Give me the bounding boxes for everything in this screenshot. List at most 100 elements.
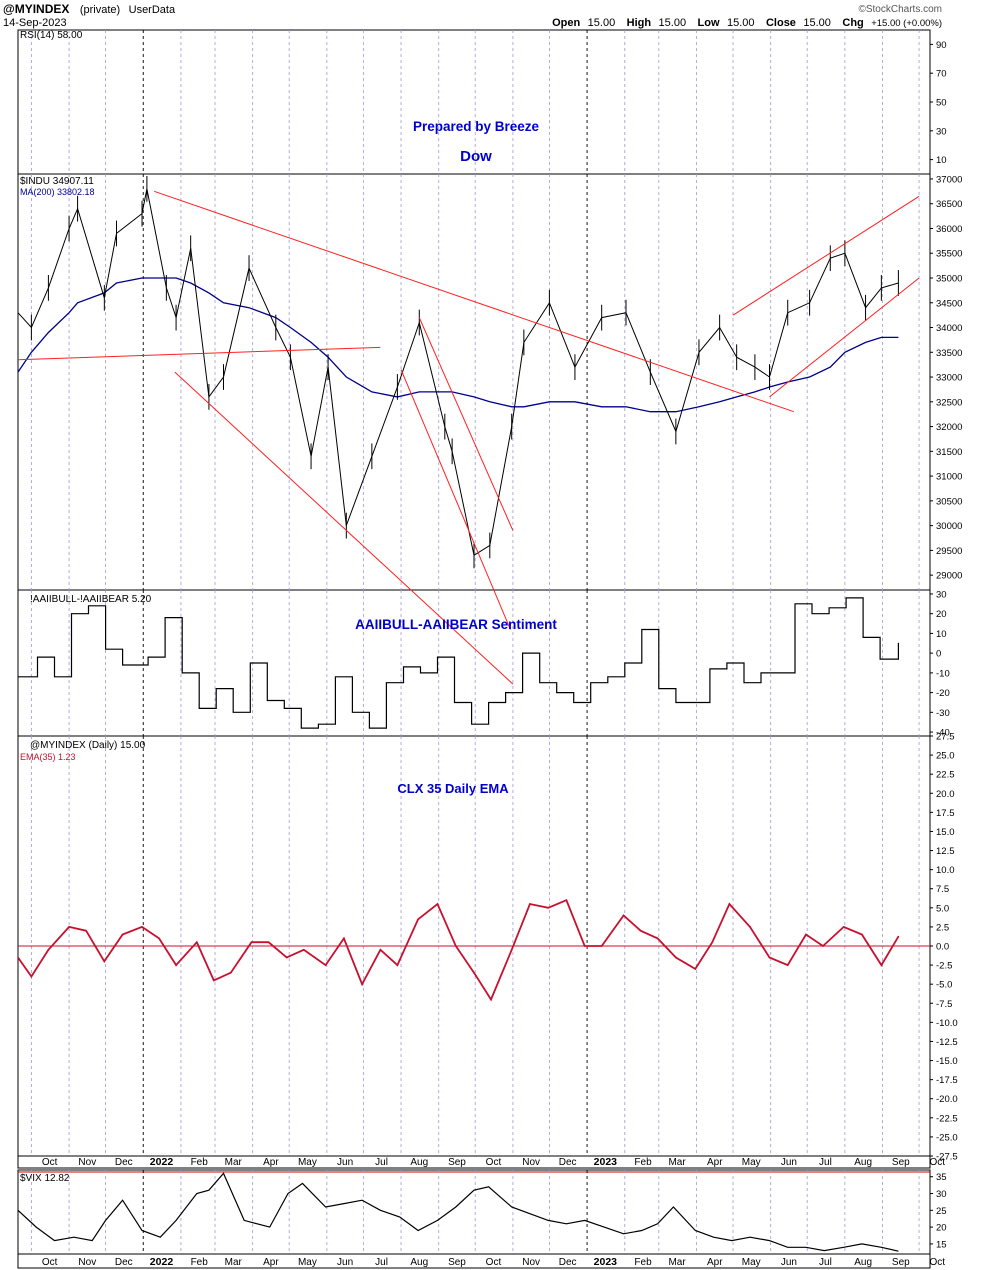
month-label: Dec [115, 1157, 133, 1168]
month-label: Dec [559, 1257, 577, 1268]
month-label: Dec [115, 1257, 133, 1268]
symbol-label: @MYINDEX [3, 2, 69, 16]
ema-point [85, 929, 87, 932]
month-label: May [742, 1257, 761, 1268]
vix-tick-label: 15 [936, 1239, 947, 1250]
month-label: Oct [42, 1157, 58, 1168]
mode-label: (private) [80, 4, 120, 16]
ema-point [805, 933, 807, 936]
ema-value-legend-text: EMA(35) 1.23 [20, 752, 76, 762]
price-tick-label: 37000 [936, 174, 962, 185]
month-label: Oct [930, 1157, 946, 1168]
ohlc-chg-label: Chg [842, 17, 863, 29]
ema-tick-label: 12.5 [936, 846, 955, 857]
ema-tick-label: 15.0 [936, 827, 955, 838]
month-label: 2023 [594, 1156, 618, 1168]
month-label: Jul [819, 1257, 832, 1268]
sentiment-tick-label: 20 [936, 609, 947, 620]
month-label: Oct [486, 1257, 502, 1268]
ema-point [728, 903, 731, 905]
vix-legend: $VIX 12.82 [20, 1173, 70, 1184]
month-label: Jun [337, 1257, 353, 1268]
ema-point [822, 945, 824, 947]
ema-tick-label: -7.5 [936, 999, 952, 1010]
ema-legend: @MYINDEX (Daily) 15.00 EMA(35) 1.23 [20, 740, 146, 762]
ohlc-high-value: 15.00 [659, 17, 687, 29]
price-legend: $INDU 34907.11 MA(200) 33802.18 [20, 176, 95, 197]
month-label: Feb [634, 1157, 652, 1168]
price-tick-label: 35000 [936, 274, 962, 285]
price-tick-label: 33500 [936, 348, 962, 359]
sentiment-legend: !AAIIBULL-!AAIIBEAR 5.20 [30, 594, 152, 605]
month-label: 2023 [594, 1256, 618, 1268]
month-label: Sep [448, 1157, 466, 1168]
panel-frames [17, 29, 931, 1269]
month-label: Apr [263, 1257, 279, 1268]
annotation-sentiment: AAIIBULL-AAIIBEAR Sentiment [355, 617, 557, 632]
ema-point [473, 971, 475, 974]
price-tick-label: 34000 [936, 323, 962, 334]
ema-point [285, 956, 288, 959]
ema-point [324, 964, 327, 966]
ema-tick-label: -12.5 [936, 1037, 958, 1048]
ema-point [47, 949, 50, 951]
ema-tick-label: -27.5 [936, 1152, 958, 1163]
ema-point [600, 945, 603, 947]
month-label: Aug [854, 1257, 872, 1268]
ema-point [639, 929, 642, 932]
ema-point [529, 903, 531, 905]
month-label: Nov [522, 1257, 540, 1268]
price-line [17, 188, 899, 557]
vix-tick-label: 35 [936, 1172, 947, 1183]
rsi-tick-label: 90 [936, 40, 947, 51]
ema-tick-label: -10.0 [936, 1018, 958, 1029]
ma200-line [17, 277, 899, 413]
month-label: Jul [375, 1157, 388, 1168]
ema-point [103, 960, 106, 963]
month-label: Sep [892, 1157, 910, 1168]
month-label: Nov [522, 1157, 540, 1168]
ohlc-readout: Open 15.00 High 15.00 Low 15.00 Close 15… [552, 13, 942, 30]
rsi-legend-text: RSI(14) 58.00 [20, 30, 83, 41]
ema-point [510, 949, 513, 951]
ohlc-close-label: Close [766, 17, 796, 29]
ema-point [842, 926, 845, 928]
ema-tick-label: -15.0 [936, 1056, 958, 1067]
axes: Oct Oct Nov Nov Dec Dec 2022 2022 Feb Feb Mar Mar Ap… [42, 40, 963, 1268]
ema-tick-label: 27.5 [936, 732, 955, 743]
price-tick-label: 32500 [936, 397, 962, 408]
watermark-label: ©StockCharts.com [858, 4, 942, 15]
month-label: Mar [668, 1257, 686, 1268]
rsi-tick-label: 50 [936, 98, 947, 109]
price-tick-label: 32000 [936, 422, 962, 433]
sentiment-tick-label: -20 [936, 688, 950, 699]
rsi-tick-label: 70 [936, 69, 947, 80]
rsi-tick-label: 10 [936, 155, 947, 166]
ema-point [711, 941, 714, 943]
vix-tick-label: 25 [936, 1206, 947, 1217]
ema-tick-label: 10.0 [936, 865, 955, 876]
sentiment-tick-label: 30 [936, 589, 947, 600]
ma-legend-text: MA(200) 33802.18 [20, 187, 95, 197]
ema-point [195, 941, 198, 943]
month-label: Aug [410, 1257, 428, 1268]
ema-point [17, 956, 19, 959]
ohlc-low-value: 15.00 [727, 17, 755, 29]
ema-point [622, 914, 625, 917]
svg-text:@MYINDEX (private): @MYINDEX (private) UserData [3, 0, 176, 17]
price-tick-label: 31000 [936, 472, 962, 483]
month-label: May [742, 1157, 761, 1168]
ema-point [547, 907, 549, 909]
ohlc-close-value: 15.00 [803, 17, 831, 29]
ema-point [694, 968, 697, 970]
vix-panel-frame [17, 1169, 931, 1255]
sentiment-tick-label: 10 [936, 629, 947, 640]
month-label: Jun [337, 1157, 353, 1168]
ema-point [861, 933, 863, 936]
falling-channel-upper [418, 317, 514, 531]
date-axis-strip [17, 1155, 931, 1169]
ema-point [212, 979, 215, 982]
vix-tick-label: 30 [936, 1189, 947, 1200]
